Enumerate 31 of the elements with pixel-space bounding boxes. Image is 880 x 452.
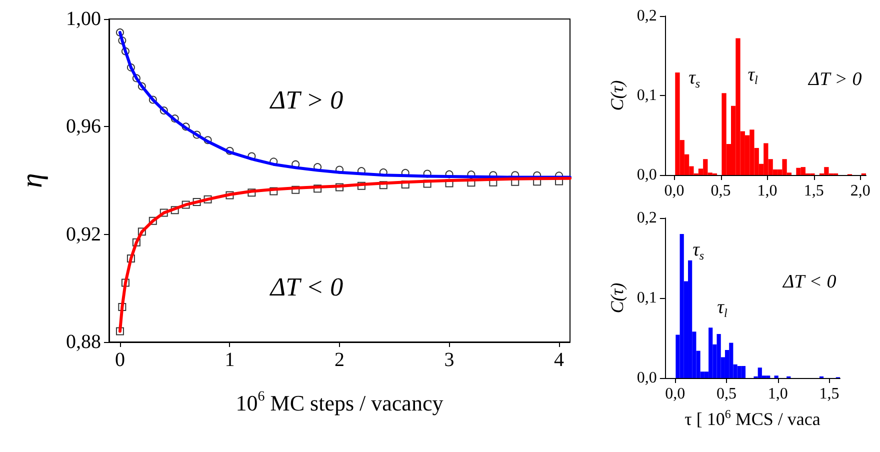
y-axis-title: C(τ) xyxy=(607,80,627,111)
annotation: ΔT > 0 xyxy=(269,85,344,114)
annotation: ΔT < 0 xyxy=(782,272,837,292)
y-tick-label: 0,96 xyxy=(66,116,101,138)
y-tick-label: 0,2 xyxy=(636,210,657,226)
y-tick-label: 0,2 xyxy=(636,8,657,24)
y-tick-label: 1,00 xyxy=(66,8,101,30)
x-tick-label: 3 xyxy=(444,349,454,371)
annotation: ΔT > 0 xyxy=(807,69,862,90)
x-tick-label: 2,0 xyxy=(850,182,870,200)
x-tick-label: 0,5 xyxy=(716,386,737,402)
x-tick-label: 0 xyxy=(114,349,125,371)
y-axis-title: η xyxy=(16,173,48,188)
x-tick-label: 0,0 xyxy=(664,182,684,200)
x-tick-label: 1,5 xyxy=(819,386,840,402)
x-tick-label: 1,5 xyxy=(804,182,824,200)
annotation: ΔT < 0 xyxy=(269,272,344,302)
y-axis-title: C(τ) xyxy=(607,282,627,314)
y-tick-label: 0,0 xyxy=(636,166,657,184)
y-tick-label: 0,1 xyxy=(636,290,657,306)
y-tick-label: 0,88 xyxy=(66,331,101,353)
x-tick-label: 4 xyxy=(554,349,564,371)
x-tick-label: 1 xyxy=(224,349,235,371)
x-tick-label: 0,5 xyxy=(710,182,731,200)
y-tick-label: 0,92 xyxy=(66,223,101,246)
x-tick-label: 1,0 xyxy=(768,386,788,402)
x-tick-label: 2 xyxy=(334,349,344,371)
x-tick-label: 0,0 xyxy=(665,386,686,402)
x-tick-label: 1,0 xyxy=(757,182,778,200)
y-tick-label: 0,0 xyxy=(636,370,657,386)
y-tick-label: 0,1 xyxy=(636,87,657,104)
